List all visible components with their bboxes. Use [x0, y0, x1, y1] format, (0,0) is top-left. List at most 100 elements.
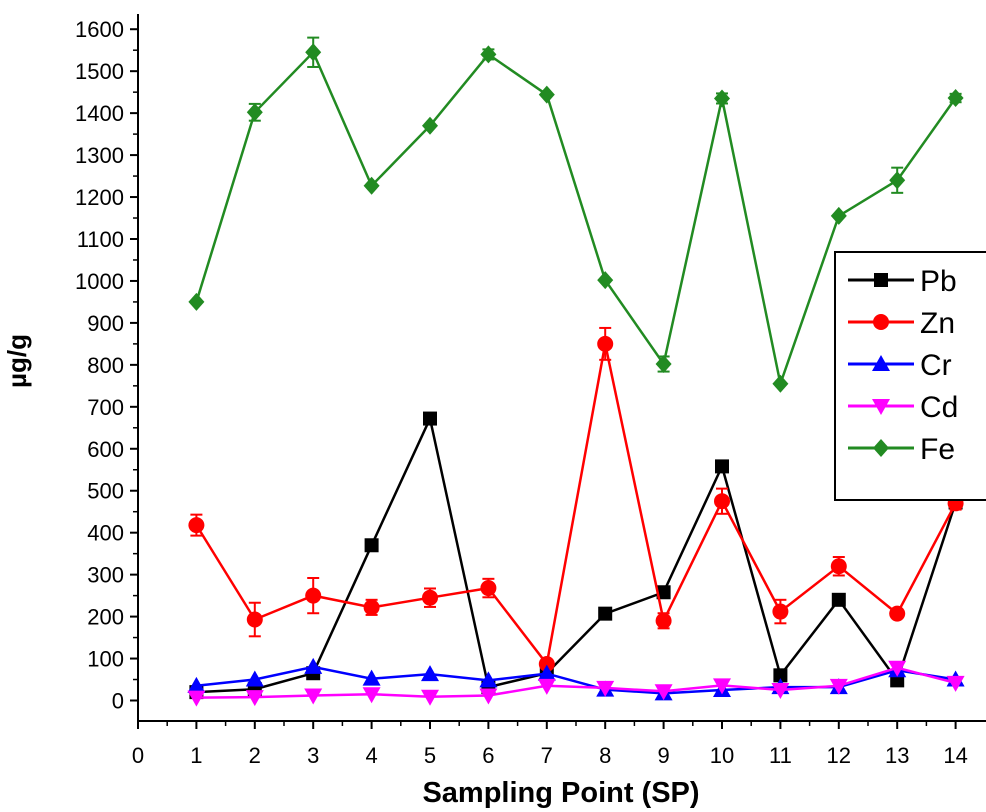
y-tick-label: 1400 [75, 101, 124, 126]
series-cd [187, 660, 965, 707]
data-point-cd [946, 675, 965, 692]
series-zn [188, 326, 964, 672]
y-tick-label: 1000 [75, 269, 124, 294]
x-tick-label: 8 [599, 743, 611, 768]
y-tick-label: 700 [87, 395, 124, 420]
x-tick-label: 14 [943, 743, 967, 768]
x-tick-label: 3 [307, 743, 319, 768]
data-point-cd [713, 678, 731, 695]
data-point-zn [363, 599, 380, 616]
data-point-pb [423, 411, 437, 426]
legend-label-cr: Cr [920, 349, 952, 382]
data-point-fe [772, 374, 789, 393]
data-point-pb [773, 668, 788, 683]
series-cr [187, 657, 965, 701]
x-tick-label: 2 [249, 743, 261, 768]
data-point-fe [830, 206, 847, 225]
y-tick-label: 300 [87, 563, 124, 588]
x-tick-label: 5 [424, 743, 436, 768]
legend-marker-cr [872, 355, 890, 371]
y-tick-label: 500 [87, 479, 124, 504]
data-point-zn [538, 655, 555, 672]
data-point-cd [479, 688, 498, 705]
data-point-fe [597, 271, 614, 290]
data-point-cd [362, 687, 381, 704]
y-tick-label: 100 [87, 647, 124, 672]
legend-label-fe: Fe [920, 433, 955, 466]
x-tick-label: 0 [132, 743, 144, 768]
data-point-pb [715, 459, 729, 474]
data-point-pb [364, 538, 379, 553]
data-point-zn [246, 611, 263, 628]
axes: 0100200300400500600700800900100011001200… [75, 14, 986, 768]
series-layer [187, 36, 965, 707]
data-point-fe [655, 355, 672, 374]
data-point-fe [714, 89, 730, 108]
data-point-zn [714, 493, 730, 510]
series-fe [188, 36, 964, 393]
data-point-fe [422, 116, 438, 135]
legend-marker-fe [873, 439, 889, 457]
data-point-cd [187, 690, 206, 707]
series-line-cd [196, 666, 956, 699]
y-tick-label: 0 [112, 689, 124, 714]
y-tick-label: 1600 [75, 17, 124, 42]
data-point-cr [479, 671, 498, 688]
legend-label-cd: Cd [920, 391, 958, 424]
y-tick-label: 600 [87, 437, 124, 462]
x-tick-label: 7 [541, 743, 553, 768]
legend-label-pb: Pb [920, 265, 957, 298]
data-point-cr [421, 665, 439, 682]
x-tick-label: 4 [365, 743, 377, 768]
data-point-zn [188, 517, 205, 534]
legend-label-zn: Zn [920, 307, 955, 340]
data-point-cd [596, 680, 615, 697]
data-point-fe [305, 43, 322, 62]
data-point-cd [829, 678, 848, 695]
data-point-cd [304, 688, 323, 705]
data-point-cd [537, 678, 556, 695]
y-tick-label: 1500 [75, 59, 124, 84]
data-point-cd [421, 689, 439, 706]
data-point-pb [831, 592, 846, 607]
y-tick-label: 900 [87, 311, 124, 336]
series-line-zn [195, 343, 957, 667]
x-tick-label: 9 [657, 743, 669, 768]
data-point-cd [654, 684, 673, 701]
legend-marker-cd [872, 399, 890, 415]
data-point-pb [598, 606, 613, 621]
data-point-cr [304, 657, 323, 674]
data-point-zn [422, 589, 438, 606]
data-point-cr [362, 669, 381, 686]
data-point-zn [305, 587, 322, 604]
x-tick-label: 13 [885, 743, 909, 768]
legend-marker-zn [873, 314, 889, 330]
series-line-pb [196, 414, 957, 694]
x-tick-label: 11 [769, 743, 792, 768]
data-point-zn [597, 335, 614, 352]
y-tick-label: 1300 [75, 143, 124, 168]
data-point-fe [188, 292, 205, 311]
x-tick-label: 10 [710, 743, 734, 768]
data-point-cd [245, 690, 264, 707]
data-point-cd [771, 683, 790, 700]
data-point-pb [656, 585, 671, 600]
data-point-zn [889, 605, 906, 622]
data-point-zn [480, 580, 497, 597]
legend-marker-pb [874, 273, 888, 287]
x-tick-label: 12 [827, 743, 851, 768]
data-point-zn [655, 612, 672, 629]
data-point-cr [187, 676, 206, 693]
legend: Pb Zn Cr Cd Fe [834, 251, 986, 501]
data-point-fe [889, 171, 906, 190]
x-tick-label: 1 [190, 743, 202, 768]
y-tick-label: 200 [87, 605, 124, 630]
x-axis-label: Sampling Point (SP) [422, 777, 699, 809]
x-tick-label: 6 [482, 743, 494, 768]
data-point-fe [947, 89, 964, 108]
data-point-zn [830, 558, 847, 575]
data-point-fe [480, 45, 497, 64]
y-tick-label: 800 [87, 353, 124, 378]
data-point-fe [538, 85, 555, 104]
